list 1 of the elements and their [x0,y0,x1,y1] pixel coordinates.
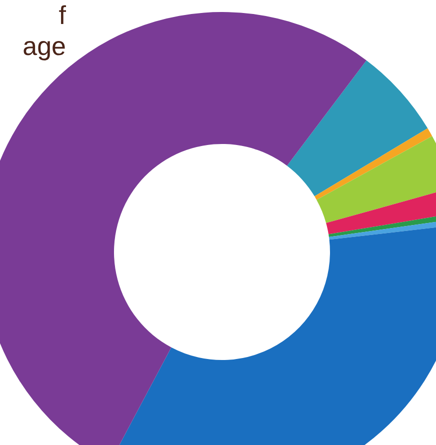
chart-title: f age [22,0,66,62]
